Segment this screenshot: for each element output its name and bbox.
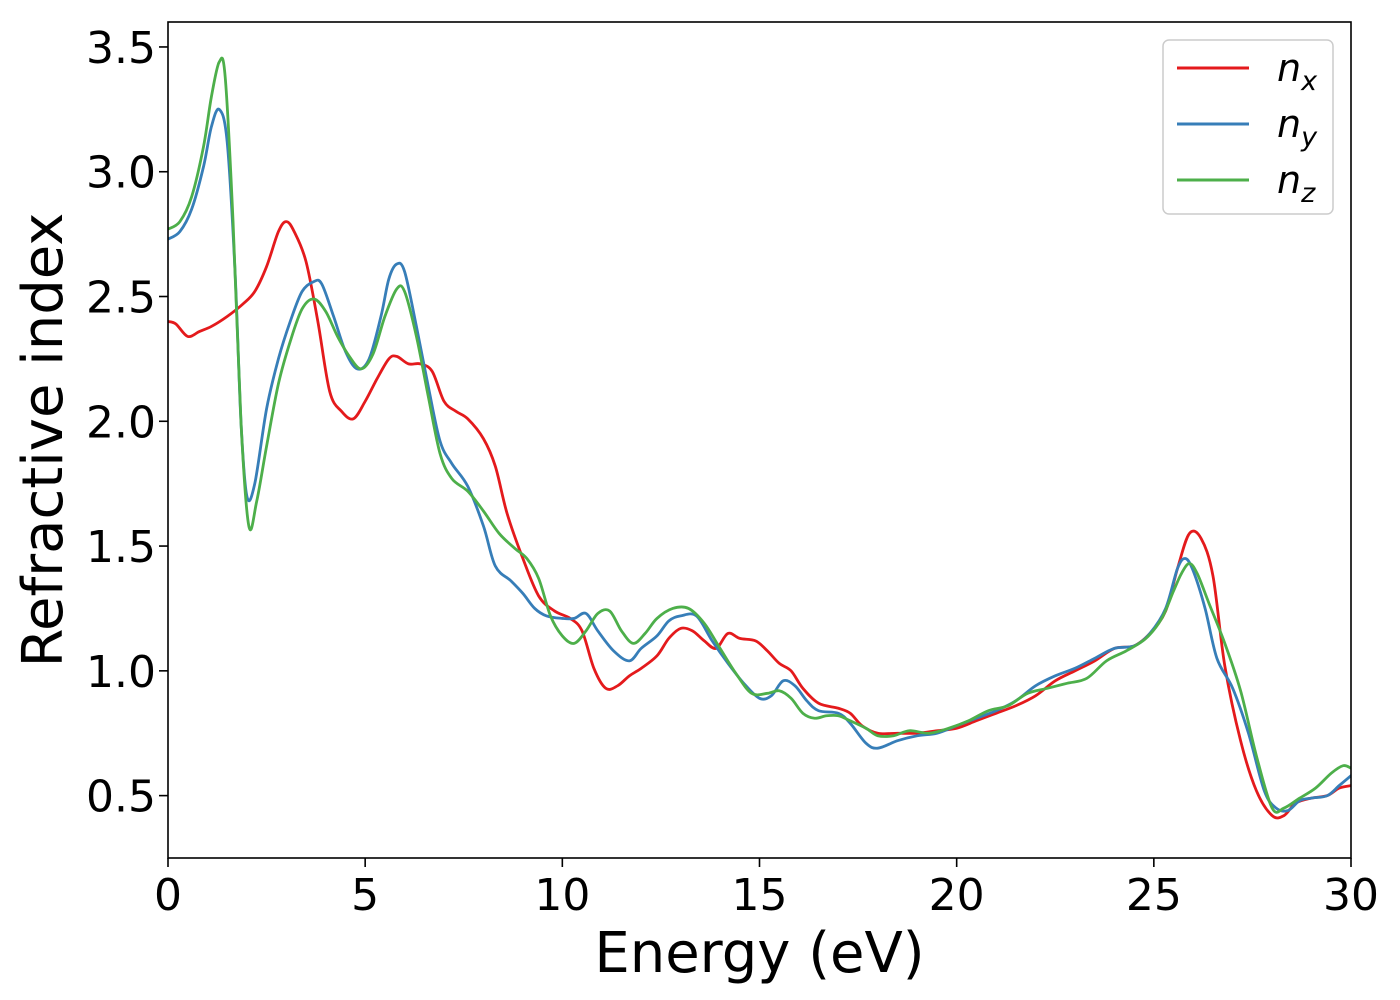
x-tick-label: 5 [351,870,379,921]
legend-label-y: ny [1277,102,1318,153]
x-tick-label: 0 [154,870,182,921]
series-line-n-z [168,56,1351,814]
legend-label-x: nx [1277,46,1318,97]
tick-layer: 0 5 10 15 20 25 30 0.5 1.0 1.5 2.0 2.5 3.0 3.5 [86,23,1379,921]
x-axis-label: Energy (eV) [594,921,924,986]
y-tick-label: 1.0 [86,647,156,698]
x-tick-label: 25 [1126,870,1182,921]
x-tick-label: 20 [929,870,985,921]
y-tick-label: 1.5 [86,522,156,573]
y-tick-label: 2.5 [86,273,156,324]
y-tick-label: 3.5 [86,23,156,74]
y-axis-label: Refractive index [11,213,76,668]
x-tick-label: 30 [1323,870,1379,921]
y-tick-label: 0.5 [86,772,156,823]
x-tick-label: 10 [534,870,590,921]
x-tick-label: 15 [732,870,788,921]
series-layer [168,56,1351,820]
y-tick-label: 2.0 [86,397,156,448]
legend-label-z: nz [1277,158,1316,209]
legend-box [1162,39,1334,215]
y-tick-label: 3.0 [86,148,156,199]
